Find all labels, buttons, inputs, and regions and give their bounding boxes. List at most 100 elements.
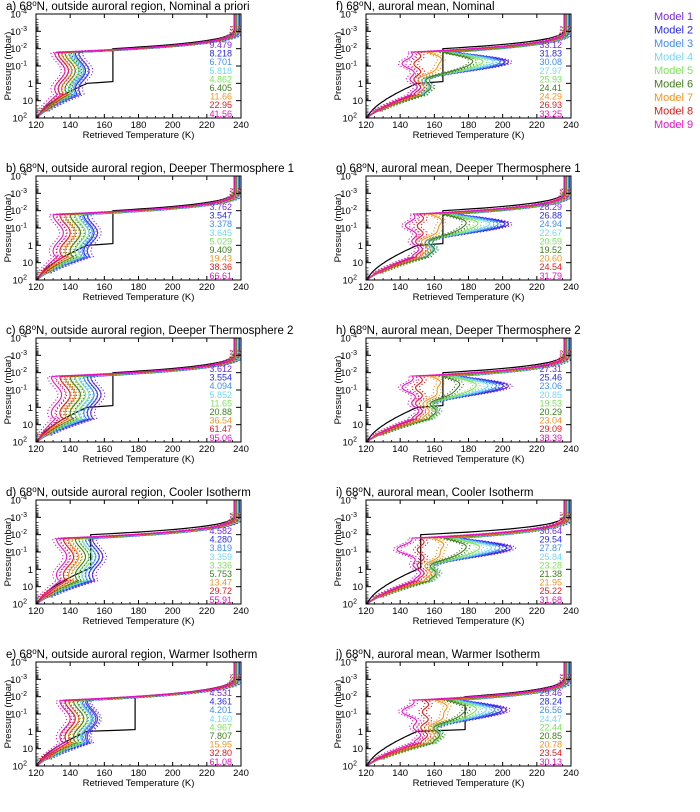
y-tick-exponent: 2 [23, 113, 27, 120]
error-envelope [379, 188, 569, 274]
series-line [367, 338, 565, 442]
x-tick-label: 160 [96, 282, 112, 293]
error-envelope [381, 34, 571, 112]
error-envelope [50, 519, 241, 598]
x-tick-label: 140 [392, 444, 408, 455]
error-envelope [48, 512, 241, 598]
error-envelope [41, 188, 234, 274]
y-axis-label: Pressure (mbar) [3, 32, 14, 101]
y-tick-base: 10 [10, 44, 21, 55]
y-tick-base: 1 [28, 79, 33, 90]
y-tick-base: 10 [340, 386, 351, 397]
x-tick-label: 120 [28, 768, 44, 779]
chi-squared-value: 26.88 [539, 211, 562, 221]
plot-area [367, 338, 571, 442]
legend-item: Model 7 [654, 92, 693, 104]
error-envelope [38, 188, 232, 274]
x-tick-label: 140 [392, 768, 408, 779]
chi-squared-value: 20.85 [539, 390, 562, 400]
series-line [367, 14, 565, 118]
y-axis-label: Pressure (mbar) [333, 32, 344, 101]
y-tick-base: 10 [13, 438, 24, 449]
error-envelope [44, 26, 239, 112]
error-envelope [372, 350, 562, 436]
error-envelope [48, 188, 241, 274]
chi-squared-value: 30.08 [539, 57, 562, 67]
y-tick-exponent: 2 [353, 761, 357, 768]
chi-squared-value: 7.807 [209, 731, 232, 741]
y-tick-label: 10-1 [10, 709, 27, 721]
error-envelope [50, 518, 241, 598]
y-tick-label: 10 [22, 420, 33, 431]
panel-j: j) 68oN, auroral mean, Warmer Isotherm 29… [333, 647, 579, 789]
chi-squared-value: 4.967 [209, 722, 232, 732]
chi-squared-value: 95.06 [209, 433, 232, 443]
x-tick-label: 240 [233, 606, 249, 617]
y-tick-exponent: 2 [23, 761, 27, 768]
y-tick-label: 10-2 [340, 205, 357, 217]
panel-title: e) 68oN, outside auroral region, Warmer … [6, 647, 257, 661]
y-tick-label: 1 [358, 241, 363, 252]
y-tick-exponent: -2 [21, 529, 27, 536]
error-envelope [379, 26, 569, 112]
chi-squared-value: 22.44 [539, 722, 562, 732]
x-tick-label: 140 [392, 606, 408, 617]
chi-squared-value: 4.201 [209, 705, 232, 715]
x-tick-label: 180 [461, 606, 477, 617]
panel-title-prefix: a) 68 [6, 1, 32, 13]
y-tick-exponent: -2 [21, 691, 27, 698]
y-tick-base: 10 [343, 762, 354, 773]
y-tick-label: 10-2 [10, 205, 27, 217]
x-tick-label: 180 [131, 768, 147, 779]
panel-title: i) 68oN, auroral mean, Cooler Isotherm [336, 485, 533, 499]
y-tick-exponent: 2 [353, 599, 357, 606]
y-tick-label: 10-3 [10, 26, 27, 38]
y-tick-base: 10 [343, 438, 354, 449]
y-tick-base: 10 [10, 62, 21, 73]
error-envelope [381, 34, 571, 112]
panel-title-prefix: f) 68 [336, 1, 359, 13]
x-tick-label: 120 [28, 120, 44, 131]
chi-squared-value: 4.280 [209, 535, 232, 545]
y-tick-exponent: -2 [351, 529, 357, 536]
y-tick-base: 10 [10, 496, 21, 507]
chi-squared-value: 11.66 [210, 92, 232, 102]
chi-squared-value: 24.47 [539, 714, 562, 724]
chi-squared-value: 3.645 [209, 228, 232, 238]
chi-squared-value: 25.46 [539, 373, 562, 383]
y-tick-label: 10-1 [10, 547, 27, 559]
panel-a: a) 68oN, outside auroral region, Nominal… [3, 0, 250, 141]
panel-title-prefix: e) 68 [6, 649, 32, 661]
chi-squared-value: 3.612 [209, 364, 232, 374]
chi-squared-value: 6.405 [209, 83, 232, 93]
series-line [37, 14, 239, 118]
series-line [367, 176, 567, 280]
error-envelope [50, 196, 241, 274]
chi-squared-value: 22.95 [209, 100, 232, 110]
y-tick-base: 10 [22, 582, 33, 593]
error-envelope [37, 188, 231, 274]
y-tick-label: 10-4 [10, 171, 27, 183]
chi-squared-value: 3.378 [209, 219, 232, 229]
error-envelope [47, 32, 241, 112]
x-tick-label: 220 [199, 444, 215, 455]
x-tick-label: 160 [426, 282, 442, 293]
series-line [37, 662, 237, 766]
chi-squared-value: 25.22 [539, 586, 562, 596]
plot-area [367, 14, 571, 118]
x-tick-label: 200 [165, 282, 181, 293]
y-tick-label: 10-3 [10, 674, 27, 686]
y-tick-label: 10 [352, 744, 363, 755]
chi-squared-value: 19.53 [539, 398, 562, 408]
y-tick-base: 10 [10, 386, 21, 397]
x-tick-label: 140 [392, 120, 408, 131]
y-tick-label: 10-1 [10, 61, 27, 73]
chi-squared-value: 4.160 [209, 714, 232, 724]
x-axis-label: Retrieved Temperature (K) [413, 616, 525, 627]
y-tick-base: 1 [358, 79, 363, 90]
y-tick-base: 10 [10, 368, 21, 379]
x-tick-label: 240 [233, 444, 249, 455]
error-envelope [46, 188, 240, 274]
y-tick-base: 10 [340, 351, 351, 362]
plot-area [37, 14, 241, 118]
